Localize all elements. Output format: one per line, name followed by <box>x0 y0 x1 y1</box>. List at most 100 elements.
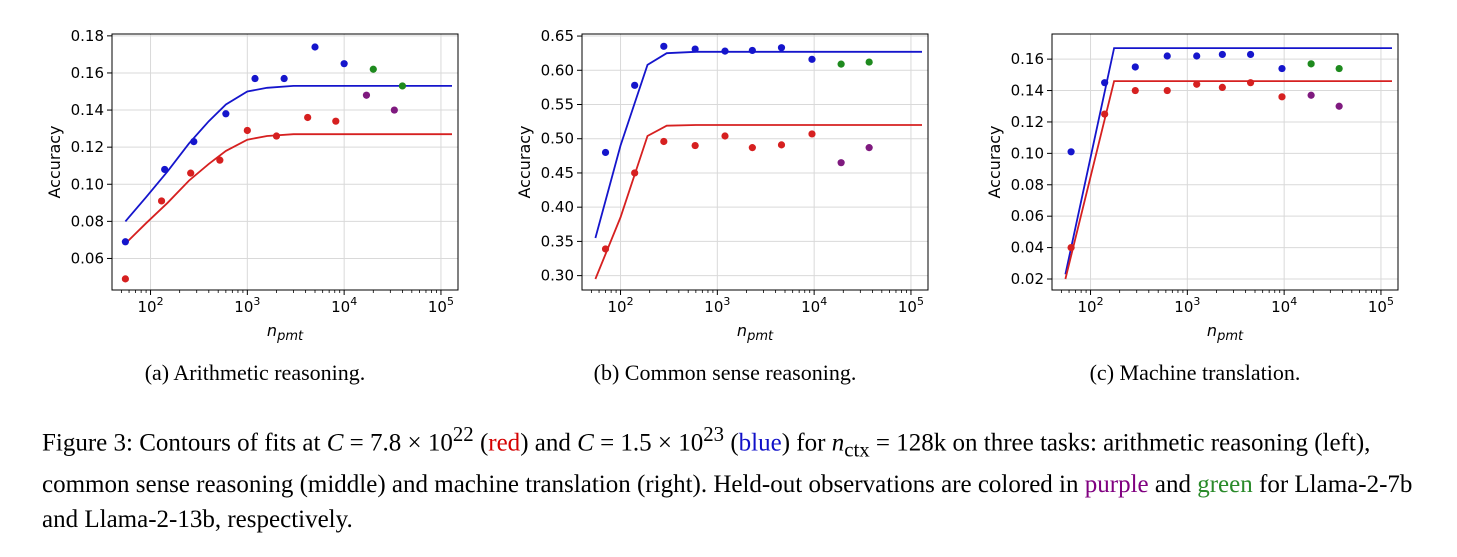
green-data-point <box>1307 60 1315 68</box>
purple-word: purple <box>1084 471 1149 499</box>
y-tick-label: 0.60 <box>541 61 574 79</box>
blue-data-point <box>1278 64 1286 73</box>
blue-data-point <box>1163 52 1171 60</box>
y-tick-label: 0.50 <box>541 130 574 148</box>
green-data-point <box>1335 64 1343 73</box>
red-data-point <box>748 144 756 152</box>
n-variable: n <box>831 429 845 457</box>
plot-frame <box>1051 33 1399 291</box>
x-tick-label: 105 <box>428 295 454 316</box>
y-tick-label: 0.35 <box>541 232 574 250</box>
purple-data-point <box>1335 102 1343 110</box>
plot-frame <box>581 33 929 291</box>
c1-exponent: 22 <box>452 422 474 446</box>
y-tick-label: 0.12 <box>71 138 104 156</box>
plot-frame <box>111 33 459 291</box>
x-tick-label: 102 <box>1077 295 1103 316</box>
n-subscript: ctx <box>844 437 870 462</box>
red-data-point <box>1218 83 1226 91</box>
blue-data-point <box>1218 50 1226 59</box>
y-axis-label: Accuracy <box>985 125 1004 198</box>
blue-data-point <box>251 74 259 83</box>
figure-label: Figure 3: <box>42 429 133 457</box>
subcaption-machine-translation: (c) Machine translation. <box>1089 360 1301 385</box>
x-axis-label: npmt <box>737 321 774 344</box>
chart-svg-arithmetic: 0.06 0.08 0.10 0.12 0.14 0.16 0.18 102 103 104 105… <box>45 27 459 344</box>
x-axis-label: npmt <box>267 321 304 344</box>
y-tick-label: 0.16 <box>71 64 104 82</box>
chart-svg-machine-translation: 0.02 0.04 0.06 0.08 0.10 0.12 0.14 0.16 102 103 10… <box>985 33 1399 344</box>
blue-data-point <box>721 47 729 55</box>
purple-data-point <box>837 159 845 167</box>
red-data-point <box>332 117 340 125</box>
red-data-point <box>1163 86 1171 95</box>
red-data-point <box>1131 86 1139 95</box>
blue-data-point <box>748 46 756 55</box>
green-data-point <box>398 82 407 90</box>
y-tick-label: 0.02 <box>1011 270 1044 288</box>
chart-svg-common-sense: 0.30 0.35 0.40 0.45 0.50 0.55 0.60 0.65 102 103 10… <box>515 27 929 344</box>
y-tick-label: 0.12 <box>1011 113 1044 131</box>
x-tick-label: 104 <box>1271 295 1297 316</box>
chart-machine-translation: 0.02 0.04 0.06 0.08 0.10 0.12 0.14 0.16 102 103 10… <box>980 18 1410 344</box>
blue-data-point <box>1101 79 1109 87</box>
blue-data-point <box>340 60 348 68</box>
red-data-point <box>1067 243 1075 252</box>
red-data-point <box>721 132 729 140</box>
red-data-point <box>243 126 251 135</box>
y-tick-label: 0.14 <box>71 101 104 119</box>
y-tick-label: 0.10 <box>1011 144 1044 162</box>
x-tick-label: 105 <box>1368 295 1394 316</box>
red-data-point <box>631 169 639 177</box>
x-tick-label: 102 <box>137 295 163 316</box>
blue-data-point <box>808 55 816 63</box>
green-data-point <box>837 60 845 68</box>
y-tick-label: 0.08 <box>1011 176 1044 194</box>
red-data-point <box>304 113 312 122</box>
red-data-point <box>216 156 224 164</box>
blue-data-point <box>691 45 699 53</box>
y-tick-label: 0.06 <box>1011 207 1044 225</box>
blue-data-point <box>311 43 319 51</box>
purple-data-point <box>362 91 371 99</box>
c2-exponent: 23 <box>703 422 725 446</box>
red-data-point <box>601 245 610 253</box>
red-data-point <box>691 141 699 150</box>
red-word: red <box>488 429 521 457</box>
x-tick-label: 102 <box>607 295 633 316</box>
and-2: and <box>1154 471 1191 499</box>
red-data-point <box>1193 80 1201 88</box>
blue-fit-line <box>1064 47 1392 275</box>
blue-data-point <box>222 110 230 118</box>
chart-arithmetic-reasoning: 0.06 0.08 0.10 0.12 0.14 0.16 0.18 102 103 104 105… <box>40 18 470 344</box>
blue-data-point <box>121 238 129 246</box>
blue-word: blue <box>738 429 782 457</box>
subcaption-arithmetic: (a) Arithmetic reasoning. <box>144 360 366 385</box>
caption-text-2: on three tasks: arithmetic reasoning (le… <box>42 429 1371 499</box>
blue-data-point <box>1193 52 1201 60</box>
c1-variable: C <box>326 429 344 457</box>
red-fit-line <box>594 124 922 280</box>
red-data-point <box>808 130 816 138</box>
red-data-point <box>777 141 786 149</box>
caption-text-3: for Llama-2-7b and Llama-2-13b, respecti… <box>42 471 1413 534</box>
red-data-point <box>157 197 166 205</box>
blue-fit-line <box>594 50 922 239</box>
blue-data-point <box>660 42 668 50</box>
red-fit-line <box>1064 80 1392 280</box>
y-tick-label: 0.10 <box>71 175 104 193</box>
red-data-point <box>187 169 195 177</box>
x-axis-label: npmt <box>1207 321 1244 344</box>
green-word: green <box>1197 471 1253 499</box>
red-data-point <box>121 275 129 283</box>
y-axis-label: Accuracy <box>515 125 534 198</box>
blue-data-point <box>1131 63 1139 71</box>
red-data-point <box>1246 79 1255 87</box>
c2-variable: C <box>577 429 594 457</box>
green-data-point <box>865 58 873 66</box>
blue-data-point <box>161 165 169 174</box>
for-text: for <box>796 429 826 457</box>
y-tick-label: 0.06 <box>71 249 104 267</box>
c1-value: = 7.8 × 10 <box>349 429 453 457</box>
y-tick-label: 0.18 <box>71 27 104 45</box>
